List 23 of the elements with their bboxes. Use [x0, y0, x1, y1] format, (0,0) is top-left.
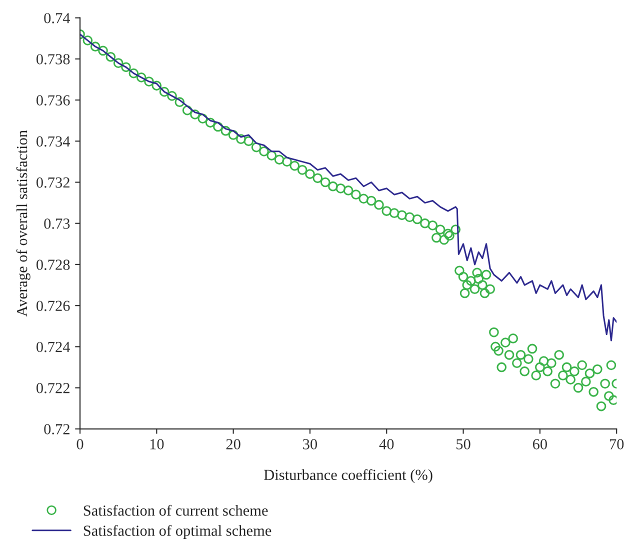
x-tick-label: 70	[610, 439, 624, 450]
x-tick-label: 20	[226, 439, 240, 450]
y-tick-label: 0.738	[36, 54, 70, 64]
x-tick-label: 10	[150, 439, 164, 450]
x-axis-title: Disturbance coefficient (%)	[264, 469, 432, 484]
y-tick-label: 0.722	[36, 382, 70, 394]
y-axis-title: Average of overall satisfaction	[16, 130, 30, 317]
x-tick-label: 50	[456, 439, 470, 450]
legend-label: Satisfaction of current scheme	[84, 504, 268, 516]
y-tick-label: 0.732	[36, 177, 70, 188]
legend-label: Satisfaction of optimal scheme	[84, 524, 272, 539]
x-tick-label: 30	[303, 439, 318, 450]
y-tick-label: 0.728	[36, 260, 70, 270]
y-tick-label: 0.726	[36, 300, 70, 312]
y-tick-label: 0.734	[36, 136, 70, 147]
x-tick-label: 60	[532, 439, 547, 450]
y-tick-label: 0.72	[44, 424, 70, 434]
y-tick-label: 0.724	[36, 342, 70, 352]
x-tick-label: 0	[76, 439, 84, 450]
y-tick-label: 0.73	[44, 218, 70, 229]
y-tick-label: 0.736	[36, 95, 70, 106]
x-tick-label: 40	[379, 439, 394, 450]
y-tick-label: 0.74	[44, 12, 70, 24]
